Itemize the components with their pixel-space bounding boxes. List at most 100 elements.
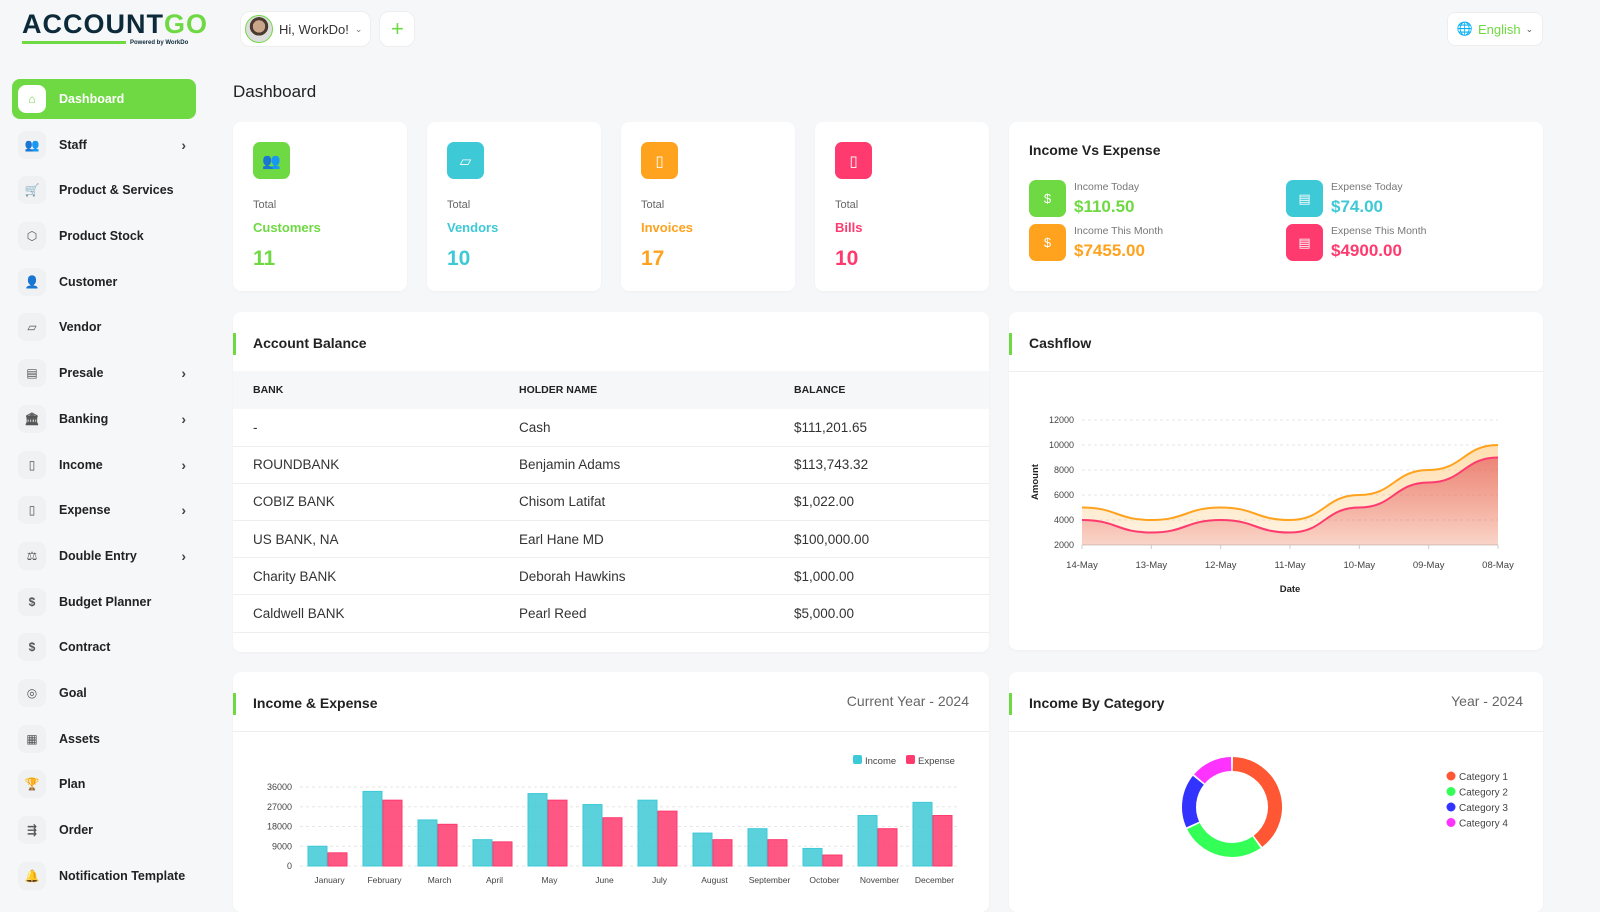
bar-expense	[437, 823, 458, 867]
donut-slice	[1194, 757, 1232, 784]
sidebar-item-dashboard[interactable]: ⌂ Dashboard	[12, 79, 196, 119]
file-invoice-icon: ▯	[18, 450, 46, 479]
bar-expense	[602, 817, 623, 867]
bar-income	[802, 847, 823, 867]
legend-label: Category 1	[1459, 772, 1508, 783]
donut-slice	[1232, 757, 1282, 847]
y-tick-label: 0	[287, 861, 292, 871]
stat-card-bills[interactable]: ▯ Total Bills 10	[815, 122, 989, 291]
y-tick-label: 6000	[1054, 490, 1074, 500]
bell-icon: 🔔	[18, 861, 46, 890]
page-title: Dashboard	[233, 82, 317, 101]
language-select[interactable]: 🌐 English ⌄	[1447, 12, 1543, 46]
sidebar-item-goal[interactable]: ◎ Goal	[12, 673, 196, 713]
contract-icon: $	[18, 633, 46, 662]
chevron-right-icon: ›	[181, 502, 186, 519]
period-label: Year - 2024	[1451, 693, 1523, 709]
building-icon: ▤	[18, 359, 46, 388]
x-tick-label: May	[541, 875, 558, 885]
sidebar-item-notification-template[interactable]: 🔔 Notification Template	[12, 856, 196, 896]
bar-expense	[327, 852, 348, 867]
bar-expense	[382, 799, 403, 867]
table-cell: $1,000.00	[774, 557, 989, 596]
user-menu-button[interactable]: Hi, WorkDo! ⌄	[240, 11, 372, 47]
bar-income	[362, 790, 383, 867]
table-row: ROUNDBANK Benjamin Adams $113,743.32	[233, 446, 989, 484]
logo[interactable]: ACCOUNTGO Powered by WorkDo	[22, 9, 209, 46]
sidebar-item-contract[interactable]: $ Contract	[12, 627, 196, 667]
income-today: $ Income Today $110.50	[1029, 180, 1139, 217]
donut-slice	[1187, 822, 1261, 857]
bar-expense	[822, 854, 843, 867]
expense-today: ▤ Expense Today $74.00	[1286, 180, 1403, 217]
card-title: Cashflow	[1009, 333, 1091, 355]
legend-label: Category 3	[1459, 803, 1508, 814]
sidebar-item-staff[interactable]: 👥 Staff ›	[12, 125, 196, 165]
sidebar-item-double-entry[interactable]: ⚖ Double Entry ›	[12, 536, 196, 576]
sidebar-item-budget-planner[interactable]: $ Budget Planner	[12, 582, 196, 622]
legend-dot	[1446, 802, 1456, 812]
sidebar-item-customer[interactable]: 👤 Customer	[12, 262, 196, 302]
x-tick-label: 12-May	[1205, 560, 1237, 571]
x-tick-label: 13-May	[1135, 560, 1167, 571]
sidebar-item-income[interactable]: ▯ Income ›	[12, 445, 196, 485]
add-button[interactable]: +	[379, 11, 416, 47]
x-tick-label: July	[652, 875, 668, 885]
sidebar-item-product-stock[interactable]: ⬡ Product Stock	[12, 216, 196, 256]
account-balance-table: BANK HOLDER NAME BALANCE - Cash $111,201.65 RO…	[233, 371, 989, 633]
table-cell: -	[233, 409, 499, 447]
table-cell: COBIZ BANK	[233, 483, 499, 522]
sidebar-item-product-services[interactable]: 🛒 Product & Services	[12, 170, 196, 210]
bar-expense	[712, 839, 733, 867]
legend-dot	[1446, 818, 1456, 827]
stat-card-invoices[interactable]: ▯ Total Invoices 17	[621, 122, 795, 291]
bar-income	[747, 828, 768, 867]
bar-expense	[767, 839, 788, 867]
table-row: COBIZ BANK Chisom Latifat $1,022.00	[233, 483, 989, 522]
bar-income	[912, 801, 933, 867]
cashflow-area	[1082, 457, 1498, 545]
sidebar-item-vendor[interactable]: ▱ Vendor	[12, 307, 196, 347]
table-cell: Cash	[499, 409, 774, 447]
bar-income	[857, 815, 878, 867]
sidebar-item-assets[interactable]: ▦ Assets	[12, 719, 196, 759]
sidebar-item-plan[interactable]: 🏆 Plan	[12, 764, 196, 804]
table-row: Caldwell BANK Pearl Reed $5,000.00	[233, 594, 989, 633]
note-icon: ▱	[447, 142, 484, 179]
period-label: Current Year - 2024	[846, 693, 969, 709]
header-actions: Hi, WorkDo! ⌄ +	[240, 11, 416, 47]
sidebar-item-order[interactable]: ⇶ Order	[12, 810, 196, 850]
y-tick-label: 8000	[1054, 465, 1074, 475]
bar-income	[692, 832, 713, 867]
table-cell: ROUNDBANK	[233, 446, 499, 484]
chevron-right-icon: ›	[181, 547, 186, 564]
table-cell: Caldwell BANK	[233, 594, 499, 633]
legend-dot	[1446, 787, 1456, 796]
card-title: Account Balance	[233, 333, 367, 355]
sidebar-item-presale[interactable]: ▤ Presale ›	[12, 353, 196, 393]
stat-card-vendors[interactable]: ▱ Total Vendors 10	[427, 122, 601, 291]
legend-swatch	[853, 755, 862, 764]
clipboard-dollar-icon: $	[1029, 224, 1066, 261]
table-cell: $100,000.00	[774, 520, 989, 559]
sidebar-item-expense[interactable]: ▯ Expense ›	[12, 490, 196, 530]
file-icon: ▤	[1286, 224, 1323, 261]
chevron-down-icon: ⌄	[354, 23, 363, 34]
y-tick-label: 9000	[272, 841, 292, 851]
x-tick-label: February	[367, 875, 402, 885]
chevron-right-icon: ›	[181, 136, 186, 153]
note-icon: ▱	[18, 313, 46, 342]
stat-card-customers[interactable]: 👥 Total Customers 11	[233, 122, 407, 291]
sidebar-item-banking[interactable]: 🏛 Banking ›	[12, 399, 196, 439]
income-expense-card: Income & Expense Current Year - 2024	[233, 672, 989, 912]
y-axis-label: Amount	[1030, 463, 1041, 500]
target-icon: ◎	[18, 678, 46, 707]
legend-label: Income	[865, 756, 896, 767]
bar-expense	[657, 810, 678, 867]
table-row: - Cash $111,201.65	[233, 409, 989, 447]
users-icon: 👥	[253, 142, 290, 179]
file-icon: ▤	[1286, 180, 1323, 217]
cart-icon: 🛒	[18, 176, 46, 205]
y-tick-label: 36000	[267, 782, 292, 792]
